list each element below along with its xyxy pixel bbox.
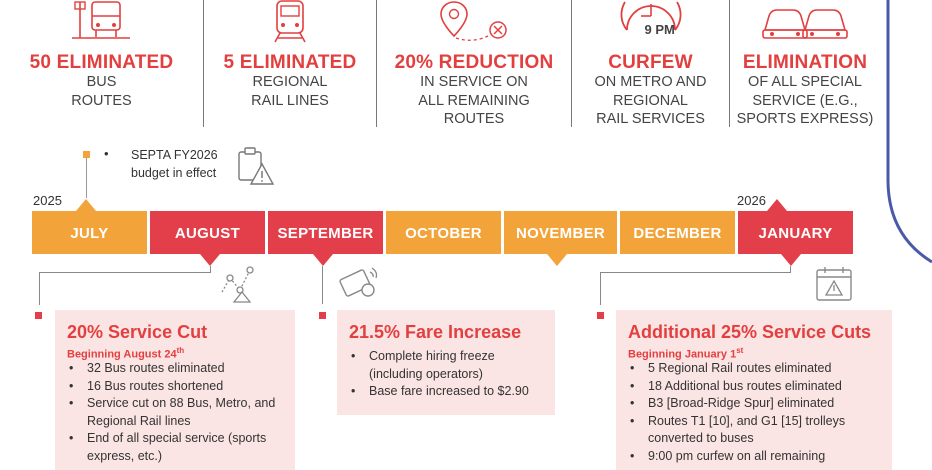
stat-subtext: ON METRO AND REGIONAL RAIL SERVICES (594, 74, 707, 127)
list-item: 9:00 pm curfew on all remaining (628, 448, 888, 466)
stat-divider (203, 0, 204, 127)
clock-icon: 9 PM (615, 0, 687, 46)
decorative-curve (886, 0, 932, 264)
budget-bullet: • (104, 146, 109, 161)
timeline-pointer (200, 254, 220, 266)
card-since-text: Beginning August 24 (67, 348, 177, 361)
card-title: 20% Service Cut (67, 322, 208, 342)
card-title: 21.5% Fare Increase (349, 322, 522, 342)
bus-stop-icon (66, 0, 138, 47)
stat-divider (729, 0, 730, 127)
card-connector (210, 266, 211, 273)
card-connector (600, 272, 791, 305)
card-additional-cuts: Additional 25% Service Cuts Beginning Ja… (616, 310, 892, 470)
stat-bus-routes: 50 ELIMINATED BUS ROUTES (0, 0, 203, 130)
stat-headline: CURFEW (608, 52, 693, 73)
card-fare-increase: 21.5% Fare Increase Complete hiring free… (337, 310, 555, 415)
year-end-label: 2026 (737, 193, 766, 208)
timeline-pointer (313, 254, 333, 266)
location-pin-x-icon (434, 0, 514, 51)
card-list: Complete hiring freeze (including operat… (349, 348, 549, 401)
card-service-cut: 20% Service Cut Beginning August 24th 32… (55, 310, 295, 470)
fare-card-icon (338, 262, 384, 307)
stat-headline: 20% REDUCTION (394, 52, 554, 73)
list-item: 5 Regional Rail routes eliminated (628, 360, 888, 378)
trend-chart-icon (218, 262, 258, 309)
clipboard-warning-icon (236, 146, 276, 193)
timeline-month-december: DECEMBER (620, 211, 735, 254)
budget-connector (86, 158, 87, 198)
timeline-pointer (767, 199, 787, 211)
card-marker (319, 312, 326, 319)
card-since-suffix: th (176, 346, 185, 355)
calendar-warning-icon (814, 266, 854, 307)
clock-label: 9 PM (644, 22, 675, 37)
budget-note-line2: budget in effect (131, 166, 217, 180)
list-item: 16 Bus routes shortened (67, 378, 287, 396)
timeline-pointer (781, 254, 801, 266)
stat-divider (376, 0, 377, 127)
stat-subtext: REGIONAL RAIL LINES (251, 74, 329, 109)
list-item: Base fare increased to $2.90 (349, 383, 549, 401)
year-start-label: 2025 (33, 193, 62, 208)
card-list: 32 Bus routes eliminated 16 Bus routes s… (67, 360, 287, 465)
card-connector (322, 266, 323, 304)
timeline-pointer (76, 199, 96, 211)
list-item: Service cut on 88 Bus, Metro, and Region… (67, 395, 287, 430)
train-icon (270, 0, 310, 49)
stat-rail-lines: 5 ELIMINATED REGIONAL RAIL LINES (204, 0, 376, 130)
timeline-month-january: JANUARY (738, 211, 853, 254)
card-list: 5 Regional Rail routes eliminated 18 Add… (628, 360, 888, 465)
card-connector (790, 266, 791, 273)
card-since: Beginning August 24th (67, 346, 184, 361)
list-item: 18 Additional bus routes eliminated (628, 378, 888, 396)
timeline-pointer (547, 254, 567, 266)
budget-marker (83, 151, 90, 158)
card-since-text: Beginning January 1 (628, 348, 737, 361)
card-title: Additional 25% Service Cuts (628, 322, 872, 342)
budget-note-line1: SEPTA FY2026 (131, 148, 218, 162)
budget-note: SEPTA FY2026 budget in effect (131, 146, 218, 182)
timeline-month-july: JULY (32, 211, 147, 254)
stat-headline: 5 ELIMINATED (223, 52, 357, 73)
timeline-month-november: NOVEMBER (504, 211, 617, 254)
list-item: End of all special service (sports expre… (67, 430, 287, 465)
cars-icon (759, 0, 851, 49)
list-item: Complete hiring freeze (including operat… (349, 348, 549, 383)
stat-service-reduction: 20% REDUCTION IN SERVICE ON ALL REMAININ… (377, 0, 571, 130)
timeline-month-october: OCTOBER (386, 211, 501, 254)
stat-headline: ELIMINATION (742, 52, 868, 73)
stat-curfew: 9 PM CURFEW ON METRO AND REGIONAL RAIL S… (572, 0, 729, 130)
card-marker (35, 312, 42, 319)
stat-subtext: BUS ROUTES (71, 74, 132, 109)
stat-divider (571, 0, 572, 127)
list-item: Routes T1 [10], and G1 [15] trolleys con… (628, 413, 888, 448)
timeline-month-september: SEPTEMBER (268, 211, 383, 254)
list-item: B3 [Broad-Ridge Spur] eliminated (628, 395, 888, 413)
list-item: 32 Bus routes eliminated (67, 360, 287, 378)
stat-subtext: IN SERVICE ON ALL REMAINING ROUTES (418, 74, 530, 127)
stat-special-service: ELIMINATION OF ALL SPECIAL SERVICE (E.G.… (730, 0, 880, 130)
stat-subtext: OF ALL SPECIAL SERVICE (E.G., SPORTS EXP… (736, 74, 874, 127)
card-marker (597, 312, 604, 319)
timeline-month-august: AUGUST (150, 211, 265, 254)
card-since: Beginning January 1st (628, 346, 743, 361)
card-connector (39, 272, 210, 305)
card-since-suffix: st (736, 346, 744, 355)
stat-headline: 50 ELIMINATED (29, 52, 174, 73)
